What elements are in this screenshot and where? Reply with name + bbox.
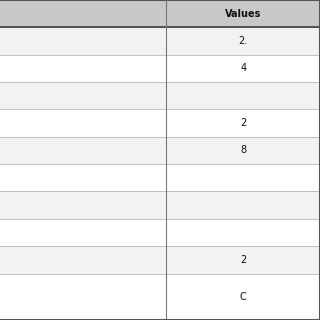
Text: 4: 4 — [240, 63, 246, 73]
Text: Values: Values — [225, 9, 261, 19]
Text: C: C — [240, 292, 247, 302]
Bar — [166, 137, 320, 164]
Bar — [166, 246, 320, 274]
Bar — [0, 137, 166, 164]
Bar — [166, 274, 320, 320]
Bar — [166, 109, 320, 137]
Bar — [0, 219, 166, 246]
Text: 2.: 2. — [239, 36, 248, 46]
Bar — [166, 55, 320, 82]
Text: 2: 2 — [240, 118, 246, 128]
Bar — [0, 274, 166, 320]
Text: 8: 8 — [240, 145, 246, 156]
Bar — [166, 27, 320, 55]
Bar — [0, 27, 166, 55]
Bar — [0, 109, 166, 137]
Bar — [166, 191, 320, 219]
Bar — [0, 0, 166, 27]
Bar — [0, 191, 166, 219]
Bar — [0, 164, 166, 191]
Bar — [0, 82, 166, 109]
Bar — [166, 82, 320, 109]
Bar — [166, 0, 320, 27]
Bar — [166, 164, 320, 191]
Text: 2: 2 — [240, 255, 246, 265]
Bar — [166, 219, 320, 246]
Bar — [0, 246, 166, 274]
Bar — [0, 55, 166, 82]
